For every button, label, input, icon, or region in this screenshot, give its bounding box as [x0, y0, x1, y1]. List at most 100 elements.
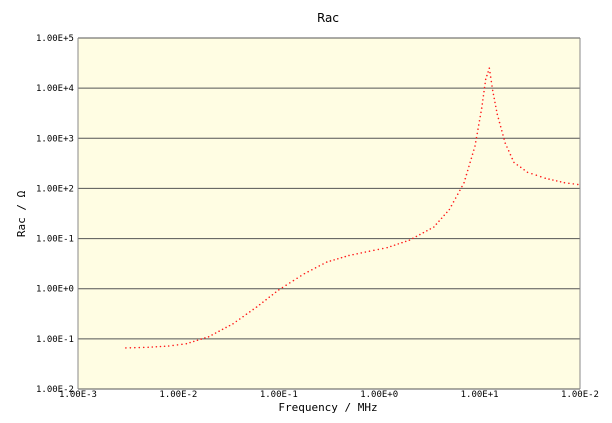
data-point [138, 346, 141, 349]
data-point [484, 78, 487, 81]
data-point [555, 180, 558, 182]
data-point [539, 175, 542, 178]
data-point [258, 303, 261, 306]
data-point [322, 263, 324, 265]
data-point [445, 211, 448, 214]
data-point [491, 85, 493, 87]
data-point [466, 169, 469, 172]
data-point [238, 318, 241, 320]
y-tick-label: 1.00E-1 [36, 235, 74, 245]
data-point [155, 345, 158, 348]
data-point [563, 181, 566, 184]
data-point [329, 260, 332, 262]
data-point [268, 296, 271, 299]
data-point [513, 161, 515, 164]
data-point [218, 330, 220, 333]
data-point [422, 231, 425, 234]
data-point [271, 293, 274, 296]
data-point [440, 217, 443, 220]
data-point [207, 335, 210, 338]
data-point [572, 183, 575, 185]
data-point [235, 320, 238, 323]
data-point [483, 86, 486, 89]
data-point [426, 229, 428, 232]
data-point [167, 345, 170, 347]
data-point [232, 322, 234, 325]
data-point [129, 346, 132, 349]
data-point [507, 150, 510, 152]
data-point [450, 204, 453, 207]
data-point [228, 324, 231, 327]
data-point [159, 345, 162, 348]
data-point [134, 346, 136, 349]
y-axis-label: Rac / Ω [15, 190, 28, 237]
data-point [503, 138, 505, 140]
data-point [498, 121, 501, 124]
x-tick-label: 1.00E-1 [260, 390, 298, 400]
data-point [225, 326, 227, 329]
data-point [464, 177, 467, 180]
data-point [285, 284, 287, 286]
data-point [544, 177, 546, 179]
data-point [181, 343, 183, 346]
chart-title: Rac [317, 11, 339, 25]
data-point [454, 197, 457, 199]
data-point [484, 82, 486, 85]
data-point [314, 267, 317, 269]
data-point [474, 145, 476, 147]
data-point [412, 237, 414, 240]
data-point [481, 103, 484, 105]
data-point [576, 183, 579, 186]
data-point [452, 201, 455, 203]
data-point [552, 179, 554, 181]
data-point [211, 334, 213, 336]
data-point [519, 166, 522, 169]
data-point [281, 286, 284, 289]
data-point [189, 341, 191, 344]
data-point [475, 136, 478, 139]
data-point [482, 99, 484, 101]
series-rac [125, 67, 579, 349]
data-point [404, 240, 407, 243]
data-point [499, 125, 502, 128]
data-point [303, 272, 306, 275]
data-point [476, 132, 479, 135]
data-point [196, 339, 199, 342]
data-point [288, 282, 291, 284]
data-point [443, 214, 445, 217]
data-point [415, 235, 418, 238]
data-point [568, 182, 570, 185]
data-point [337, 257, 339, 260]
x-tick-label: 1.00E+1 [461, 390, 499, 400]
data-point [480, 107, 483, 109]
data-point [292, 279, 295, 282]
data-point [142, 346, 145, 349]
data-point [408, 239, 411, 241]
data-point [526, 171, 529, 174]
data-point [151, 346, 154, 348]
data-point [249, 311, 251, 313]
data-point [456, 193, 459, 195]
data-point [185, 342, 188, 345]
y-tick-labels: 1.00E+5 1.00E+4 1.00E+3 1.00E+2 1.00E-1 1.00E… [36, 34, 74, 395]
data-point [479, 115, 482, 118]
data-point [487, 71, 489, 73]
data-point [478, 119, 481, 122]
x-axis-label: Frequency / MHz [278, 401, 377, 414]
data-point [496, 113, 499, 116]
y-tick-label: 1.00E+4 [36, 84, 74, 94]
data-point [311, 268, 313, 271]
data-point [373, 249, 375, 252]
data-point [360, 252, 363, 254]
data-point [459, 189, 461, 192]
data-point [364, 251, 367, 253]
data-point [252, 308, 254, 311]
data-point [494, 105, 497, 108]
data-point [511, 157, 514, 160]
data-point [523, 169, 525, 171]
x-tick-labels: 1.00E-3 1.00E-2 1.00E-1 1.00E+0 1.00E+1 1.00E… [59, 390, 599, 400]
data-point [448, 208, 451, 211]
x-tick-label: 1.00E+0 [360, 390, 398, 400]
data-point [278, 289, 280, 291]
